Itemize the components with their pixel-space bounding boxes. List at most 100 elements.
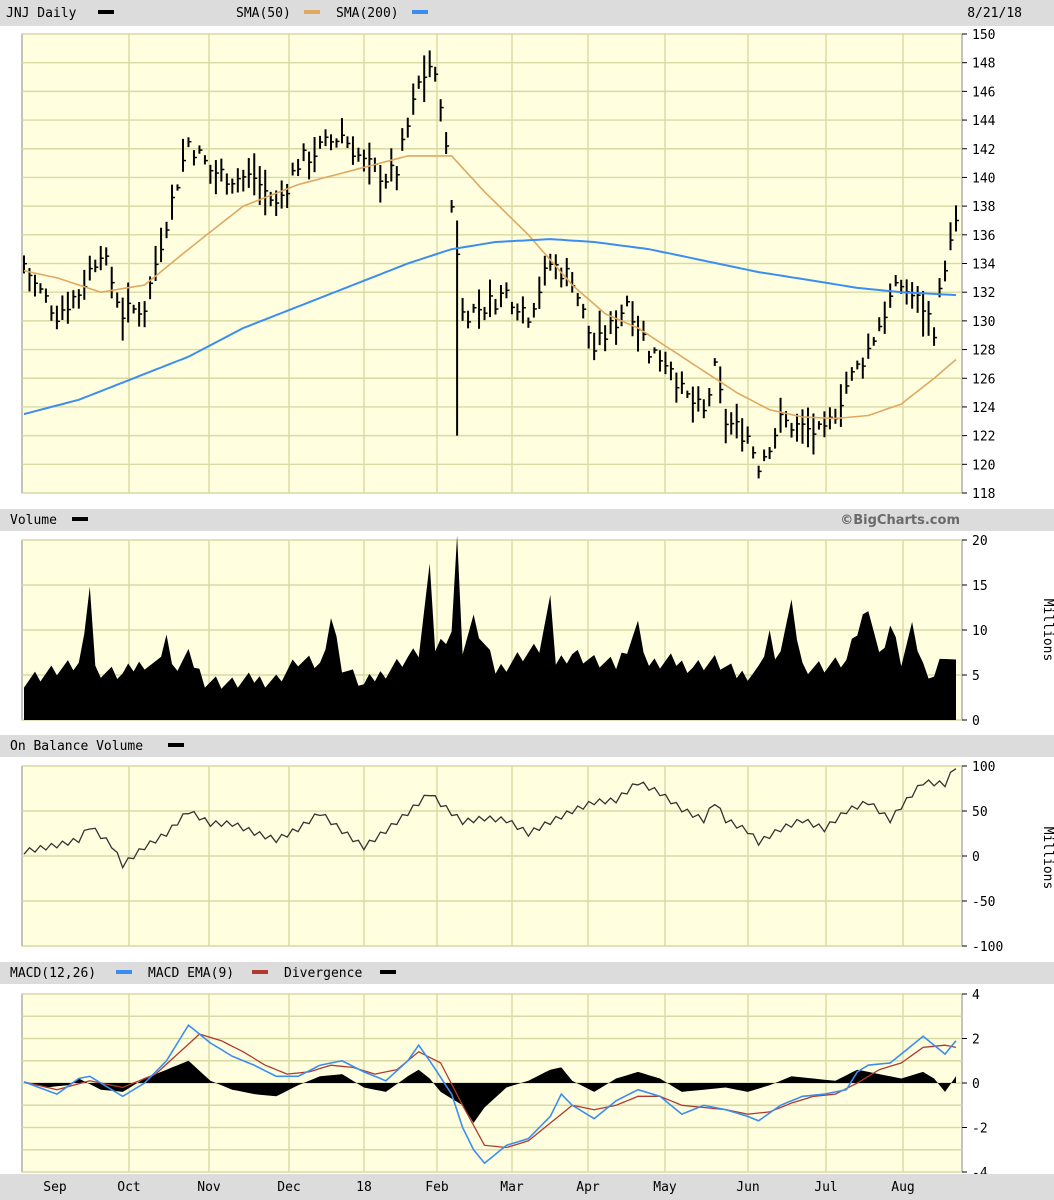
ohlc-bar: [839, 384, 844, 427]
ohlc-bar: [390, 148, 395, 182]
divergence-label: Divergence: [284, 966, 362, 981]
ohlc-bar: [746, 426, 751, 444]
ohlc-bar: [680, 371, 685, 394]
ohlc-bar: [269, 191, 274, 207]
ohlc-bar: [598, 310, 603, 346]
ohlc-bar: [790, 422, 795, 438]
ohlc-bar: [944, 260, 949, 282]
ohlc-bar: [253, 153, 258, 196]
ohlc-bar: [417, 75, 422, 89]
ohlc-bar: [55, 305, 60, 330]
ohlc-bar: [861, 357, 866, 379]
ohlc-bar: [593, 332, 598, 361]
ohlc-bar: [532, 302, 537, 318]
ohlc-bar: [615, 310, 620, 345]
ohlc-bar: [499, 284, 504, 308]
y-tick-label: 146: [972, 85, 995, 100]
obv-grid: [22, 765, 962, 947]
y-tick-label: 118: [972, 487, 995, 502]
macd-line: [23, 1024, 957, 1165]
ohlc-bar: [686, 390, 691, 399]
symbol-title: JNJ Daily: [6, 6, 77, 21]
macd-ema-line: [23, 1033, 957, 1149]
ohlc-bar: [340, 118, 345, 144]
month-label: Nov: [197, 1180, 221, 1195]
ohlc-bar: [867, 333, 872, 359]
ohlc-bar: [33, 274, 38, 297]
ohlc-bar: [675, 372, 680, 403]
ohlc-bar: [171, 184, 176, 220]
y-tick-label: 124: [972, 401, 996, 416]
ohlc-bar: [368, 142, 373, 185]
ohlc-bar: [697, 386, 702, 412]
ohlc-bar: [428, 50, 433, 78]
y-tick-label: 0: [972, 714, 980, 729]
ohlc-bar: [565, 258, 570, 287]
price-grid: [22, 33, 962, 494]
obv-unit-label: Millions: [1040, 827, 1054, 890]
ohlc-bar: [768, 446, 773, 460]
ohlc-bar: [77, 289, 82, 309]
ohlc-bar: [933, 327, 938, 346]
ohlc-bar: [225, 173, 230, 195]
y-tick-label: 10: [972, 624, 988, 639]
sma200-line: [23, 238, 957, 416]
ohlc-bar: [664, 351, 669, 375]
ohlc-bar: [291, 162, 296, 176]
ohlc-bar: [110, 266, 115, 299]
ohlc-bar: [39, 283, 44, 294]
ohlc-bar: [883, 301, 888, 334]
ohlc-bar: [434, 66, 439, 82]
ohlc-bar: [379, 164, 384, 203]
price-legend-swatch: [98, 10, 114, 14]
divergence-legend-swatch: [380, 970, 396, 974]
sma50-legend-label: SMA(50): [236, 6, 291, 21]
ohlc-bar: [653, 347, 658, 354]
ohlc-bar: [626, 295, 631, 307]
ohlc-bar: [214, 160, 219, 195]
y-tick-label: 144: [972, 114, 996, 129]
month-label: Apr: [576, 1180, 600, 1195]
ohlc-bar: [609, 311, 614, 335]
ohlc-bar: [708, 387, 713, 407]
ohlc-bar: [911, 282, 916, 309]
ohlc-bar: [247, 158, 252, 188]
ohlc-bar: [658, 350, 663, 372]
ohlc-bar: [472, 303, 477, 313]
obv-panel: -100 -50 0 50 100 Millions: [21, 760, 1054, 955]
ohlc-bar: [872, 336, 877, 346]
y-tick-label: 136: [972, 229, 995, 244]
month-label: Jul: [814, 1180, 837, 1195]
ohlc-bar: [116, 292, 121, 308]
ohlc-bar: [99, 245, 104, 271]
ohlc-bar: [620, 304, 625, 327]
ohlc-bar: [543, 255, 548, 286]
bigcharts-watermark: ©BigCharts.com: [840, 513, 960, 528]
ohlc-bar: [560, 267, 565, 288]
obv-y-axis: -100 -50 0 50 100: [962, 760, 1003, 955]
ohlc-bar: [604, 325, 609, 352]
divergence-area: [24, 1060, 956, 1123]
ohlc-bar: [308, 151, 313, 180]
ohlc-bar: [187, 137, 192, 148]
ohlc-bar: [105, 247, 110, 266]
ohlc-bar: [467, 310, 472, 329]
ohlc-bar: [779, 397, 784, 433]
ohlc-bar: [489, 279, 493, 318]
month-labels: Sep Oct Nov Dec 18 Feb Mar Apr May Jun Jul Aug: [43, 1180, 914, 1195]
ohlc-bar: [165, 221, 170, 239]
ohlc-bar: [730, 412, 735, 435]
sma200-legend-label: SMA(200): [336, 6, 399, 21]
ohlc-bar: [587, 325, 592, 349]
ohlc-bar: [494, 298, 499, 315]
ohlc-bar: [445, 132, 450, 155]
ohlc-bar: [582, 303, 587, 319]
ohlc-bar: [286, 183, 291, 209]
price-lines: [23, 155, 957, 420]
ohlc-bar: [138, 301, 143, 327]
y-tick-label: 5: [972, 669, 980, 684]
y-tick-label: 126: [972, 372, 995, 387]
ohlc-bar: [702, 399, 707, 419]
ohlc-bar: [346, 136, 351, 149]
